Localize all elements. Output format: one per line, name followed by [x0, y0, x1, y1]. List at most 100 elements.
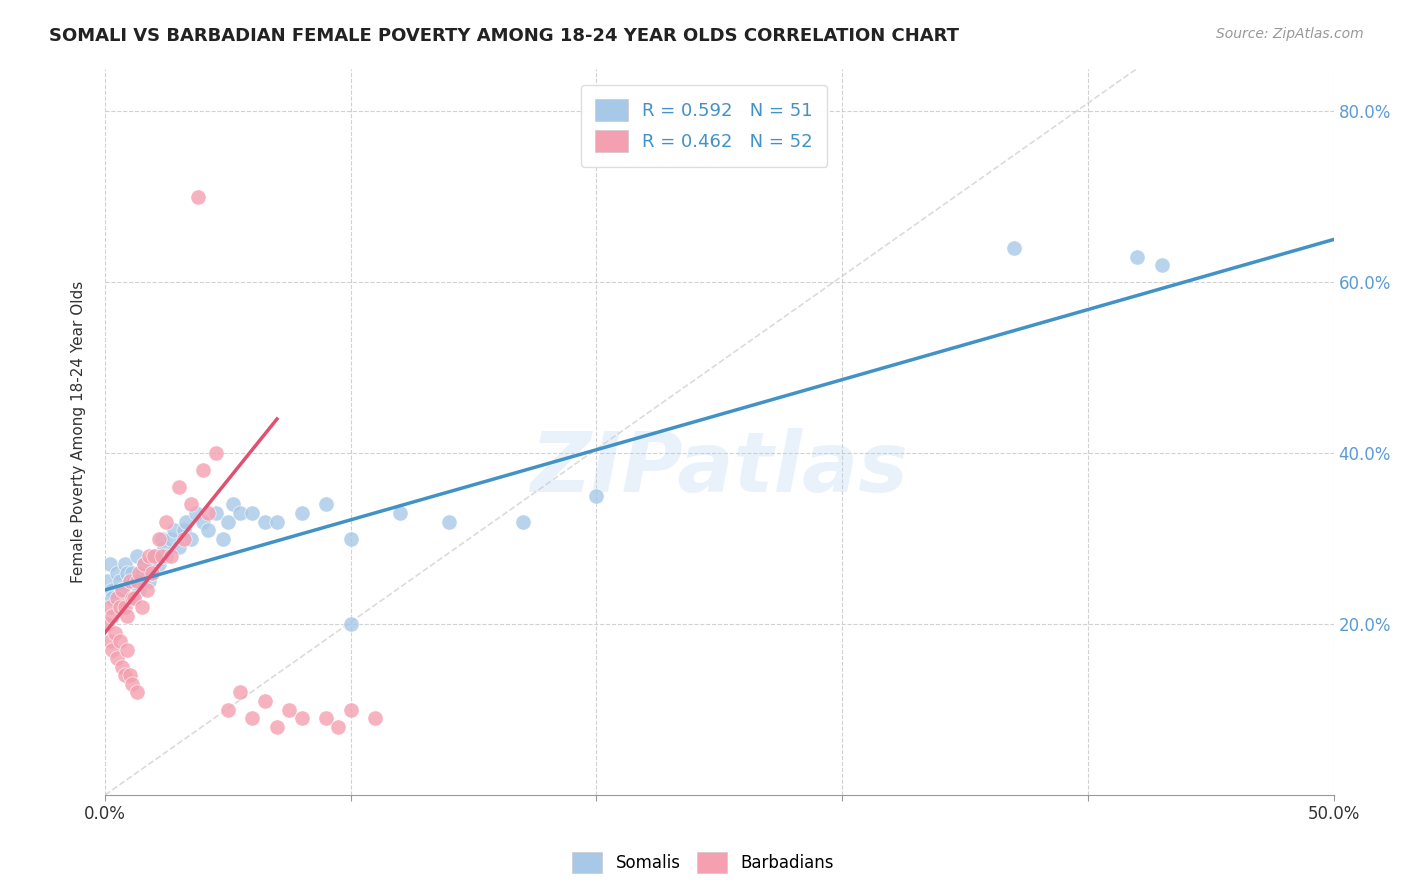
Point [150, 549, 173, 563]
Point [108, 574, 131, 589]
Point [437, 515, 460, 529]
Point [98, 558, 121, 572]
Point [204, 446, 226, 460]
Point [197, 523, 219, 537]
Point [155, 515, 177, 529]
Point [253, 515, 276, 529]
Point [153, 540, 176, 554]
Point [315, 711, 337, 725]
Point [101, 608, 124, 623]
Legend: R = 0.592   N = 51, R = 0.462   N = 52: R = 0.592 N = 51, R = 0.462 N = 52 [581, 85, 827, 167]
Point [184, 506, 207, 520]
Point [125, 685, 148, 699]
Point [242, 506, 264, 520]
Point [212, 532, 235, 546]
Point [134, 558, 156, 572]
Point [155, 549, 177, 563]
Point [121, 677, 143, 691]
Point [98, 634, 121, 648]
Point [143, 549, 166, 563]
Point [173, 523, 195, 537]
Point [118, 574, 141, 589]
Point [134, 558, 156, 572]
Point [1002, 241, 1025, 255]
Point [217, 703, 239, 717]
Point [111, 582, 134, 597]
Point [96, 617, 118, 632]
Point [173, 532, 195, 546]
Point [104, 625, 127, 640]
Point [121, 566, 143, 580]
Point [339, 617, 361, 632]
Point [180, 498, 202, 512]
Text: SOMALI VS BARBADIAN FEMALE POVERTY AMONG 18-24 YEAR OLDS CORRELATION CHART: SOMALI VS BARBADIAN FEMALE POVERTY AMONG… [49, 27, 959, 45]
Point [148, 558, 170, 572]
Point [512, 515, 534, 529]
Point [197, 506, 219, 520]
Point [266, 515, 288, 529]
Point [290, 711, 312, 725]
Point [115, 642, 138, 657]
Point [229, 506, 252, 520]
Point [143, 549, 166, 563]
Point [101, 642, 124, 657]
Point [138, 574, 160, 589]
Point [242, 711, 264, 725]
Point [167, 480, 190, 494]
Point [105, 591, 128, 606]
Point [585, 489, 607, 503]
Point [204, 506, 226, 520]
Point [125, 549, 148, 563]
Point [160, 532, 183, 546]
Point [111, 660, 134, 674]
Point [105, 566, 128, 580]
Point [167, 540, 190, 554]
Point [131, 566, 153, 580]
Point [114, 668, 136, 682]
Point [118, 668, 141, 682]
Point [1150, 258, 1173, 272]
Y-axis label: Female Poverty Among 18-24 Year Olds: Female Poverty Among 18-24 Year Olds [72, 281, 86, 582]
Point [193, 515, 215, 529]
Point [339, 532, 361, 546]
Point [108, 634, 131, 648]
Point [111, 582, 134, 597]
Point [101, 582, 124, 597]
Point [96, 574, 118, 589]
Point [339, 703, 361, 717]
Point [118, 574, 141, 589]
Point [266, 720, 288, 734]
Point [217, 515, 239, 529]
Point [174, 515, 197, 529]
Point [388, 506, 411, 520]
Point [278, 703, 301, 717]
Point [163, 523, 186, 537]
Point [180, 532, 202, 546]
Point [125, 574, 148, 589]
Point [187, 190, 209, 204]
Point [253, 694, 276, 708]
Point [364, 711, 387, 725]
Point [114, 600, 136, 615]
Point [128, 566, 150, 580]
Text: Source: ZipAtlas.com: Source: ZipAtlas.com [1216, 27, 1364, 41]
Point [141, 566, 163, 580]
Point [121, 591, 143, 606]
Point [135, 582, 157, 597]
Point [138, 549, 160, 563]
Point [328, 720, 350, 734]
Point [128, 582, 150, 597]
Point [108, 600, 131, 615]
Point [101, 591, 124, 606]
Point [1126, 250, 1149, 264]
Point [315, 498, 337, 512]
Point [115, 566, 138, 580]
Point [222, 498, 245, 512]
Text: ZIPatlas: ZIPatlas [530, 427, 908, 508]
Point [131, 600, 153, 615]
Point [148, 532, 170, 546]
Legend: Somalis, Barbadians: Somalis, Barbadians [565, 846, 841, 880]
Point [141, 566, 163, 580]
Point [193, 463, 215, 477]
Point [290, 506, 312, 520]
